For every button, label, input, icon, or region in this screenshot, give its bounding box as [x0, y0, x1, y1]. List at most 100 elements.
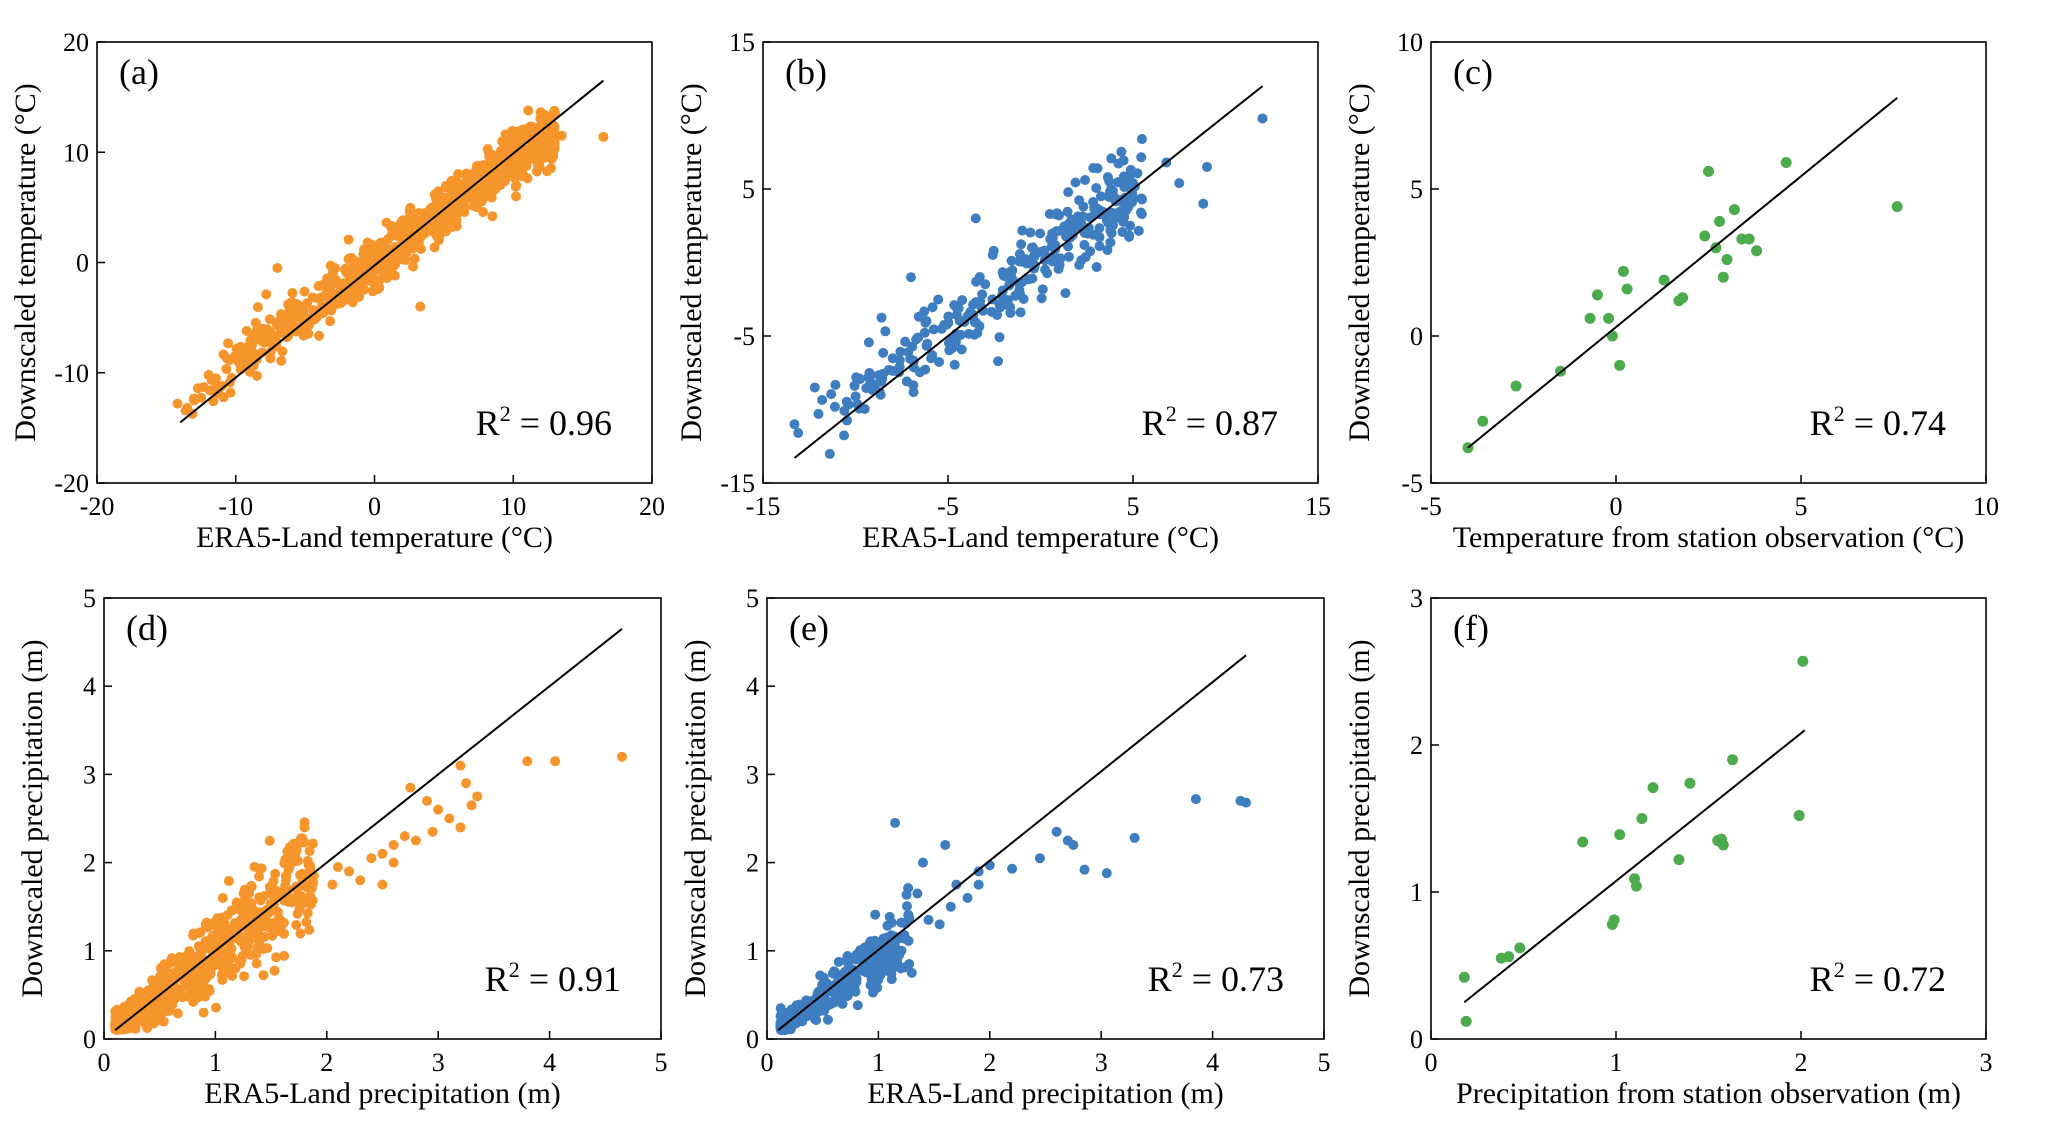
data-point	[880, 326, 891, 337]
data-point	[844, 962, 855, 973]
data-point	[1005, 307, 1016, 318]
data-point	[1037, 284, 1048, 295]
data-point	[386, 230, 397, 241]
data-point	[1026, 242, 1037, 253]
data-point	[295, 896, 306, 907]
data-point	[446, 175, 457, 186]
data-point	[429, 242, 440, 253]
data-point	[829, 966, 840, 977]
data-point	[949, 359, 960, 370]
x-tick-label: 15	[1305, 492, 1331, 521]
data-point	[182, 402, 193, 413]
data-point	[928, 324, 939, 335]
data-point	[120, 1003, 131, 1014]
data-point	[478, 207, 489, 218]
data-point	[1614, 829, 1626, 841]
data-point	[304, 924, 315, 935]
data-point	[217, 961, 228, 972]
data-point	[1751, 245, 1763, 257]
data-point	[809, 382, 820, 393]
fit-line	[179, 79, 605, 424]
data-point	[957, 295, 968, 306]
x-axis-label: ERA5-Land temperature (°C)	[862, 521, 1219, 554]
data-point	[314, 330, 325, 341]
data-point	[1603, 312, 1615, 324]
y-tick-label: 3	[83, 760, 96, 789]
data-point	[1095, 191, 1106, 202]
data-point	[1113, 158, 1124, 169]
data-point	[917, 857, 928, 868]
data-point	[1007, 863, 1018, 874]
panel-label: (b)	[785, 52, 827, 92]
data-point	[865, 376, 876, 387]
y-tick-label: 20	[63, 28, 89, 57]
data-point	[269, 965, 280, 976]
data-point	[198, 1007, 209, 1018]
data-point	[134, 986, 145, 997]
data-point	[453, 169, 464, 180]
data-point	[344, 866, 355, 877]
data-point	[280, 870, 291, 881]
data-point	[1727, 754, 1739, 766]
data-point	[819, 1005, 830, 1016]
y-tick-label: 2	[746, 849, 759, 878]
y-tick-label: 10	[63, 138, 89, 167]
data-point	[302, 908, 313, 919]
data-point	[410, 835, 421, 846]
data-point	[335, 298, 346, 309]
data-point	[842, 952, 853, 963]
data-point	[831, 986, 842, 997]
data-point	[527, 121, 538, 132]
y-tick-label: 3	[1410, 584, 1423, 613]
panel-f: 0 1 2 3 0 1 2 3 Precipitation from station obser…	[1343, 584, 1993, 1110]
panel-e: 0 1 2 3 4 5 0 1 2 3 4 5 ERA5-Land precipitation (m) D…	[679, 584, 1331, 1110]
data-point	[283, 884, 294, 895]
x-tick-label: 0	[1425, 1048, 1438, 1077]
data-point	[870, 909, 881, 920]
data-point	[1014, 256, 1025, 267]
data-point	[275, 915, 286, 926]
data-point	[903, 347, 914, 358]
data-point	[223, 875, 234, 886]
data-point	[895, 963, 906, 974]
data-point	[1136, 152, 1147, 163]
data-point	[251, 958, 262, 969]
data-point	[226, 923, 237, 934]
y-axis-label: Downscaled precipitation (m)	[1343, 639, 1376, 997]
data-point	[841, 396, 852, 407]
data-point	[933, 294, 944, 305]
data-point	[1636, 813, 1648, 824]
data-point	[286, 297, 297, 308]
data-point	[883, 364, 894, 375]
data-point	[511, 191, 522, 202]
data-point	[343, 234, 354, 245]
data-point	[195, 980, 206, 991]
data-point	[1577, 836, 1589, 848]
data-point	[1106, 153, 1117, 164]
data-point	[168, 970, 179, 981]
data-point	[510, 151, 521, 162]
data-point	[286, 897, 297, 908]
data-point	[850, 391, 861, 402]
data-point	[142, 1023, 153, 1034]
data-point	[1091, 182, 1102, 193]
x-axis-label: ERA5-Land temperature (°C)	[196, 521, 553, 554]
data-point	[265, 899, 276, 910]
data-point	[291, 845, 302, 856]
data-point	[261, 916, 272, 927]
r-squared-label: R2 = 0.87	[1142, 401, 1278, 443]
data-point	[292, 855, 303, 866]
data-point	[1094, 241, 1105, 252]
data-point	[1101, 868, 1112, 879]
data-point	[252, 942, 263, 953]
x-tick-label: 0	[1610, 492, 1623, 521]
data-point	[956, 344, 967, 355]
data-point	[303, 328, 314, 339]
data-point	[1068, 221, 1079, 232]
data-point	[944, 345, 955, 356]
data-point	[795, 1004, 806, 1015]
data-point	[1080, 175, 1091, 186]
data-point	[993, 356, 1004, 367]
data-point	[521, 156, 532, 167]
data-point	[1006, 255, 1017, 266]
